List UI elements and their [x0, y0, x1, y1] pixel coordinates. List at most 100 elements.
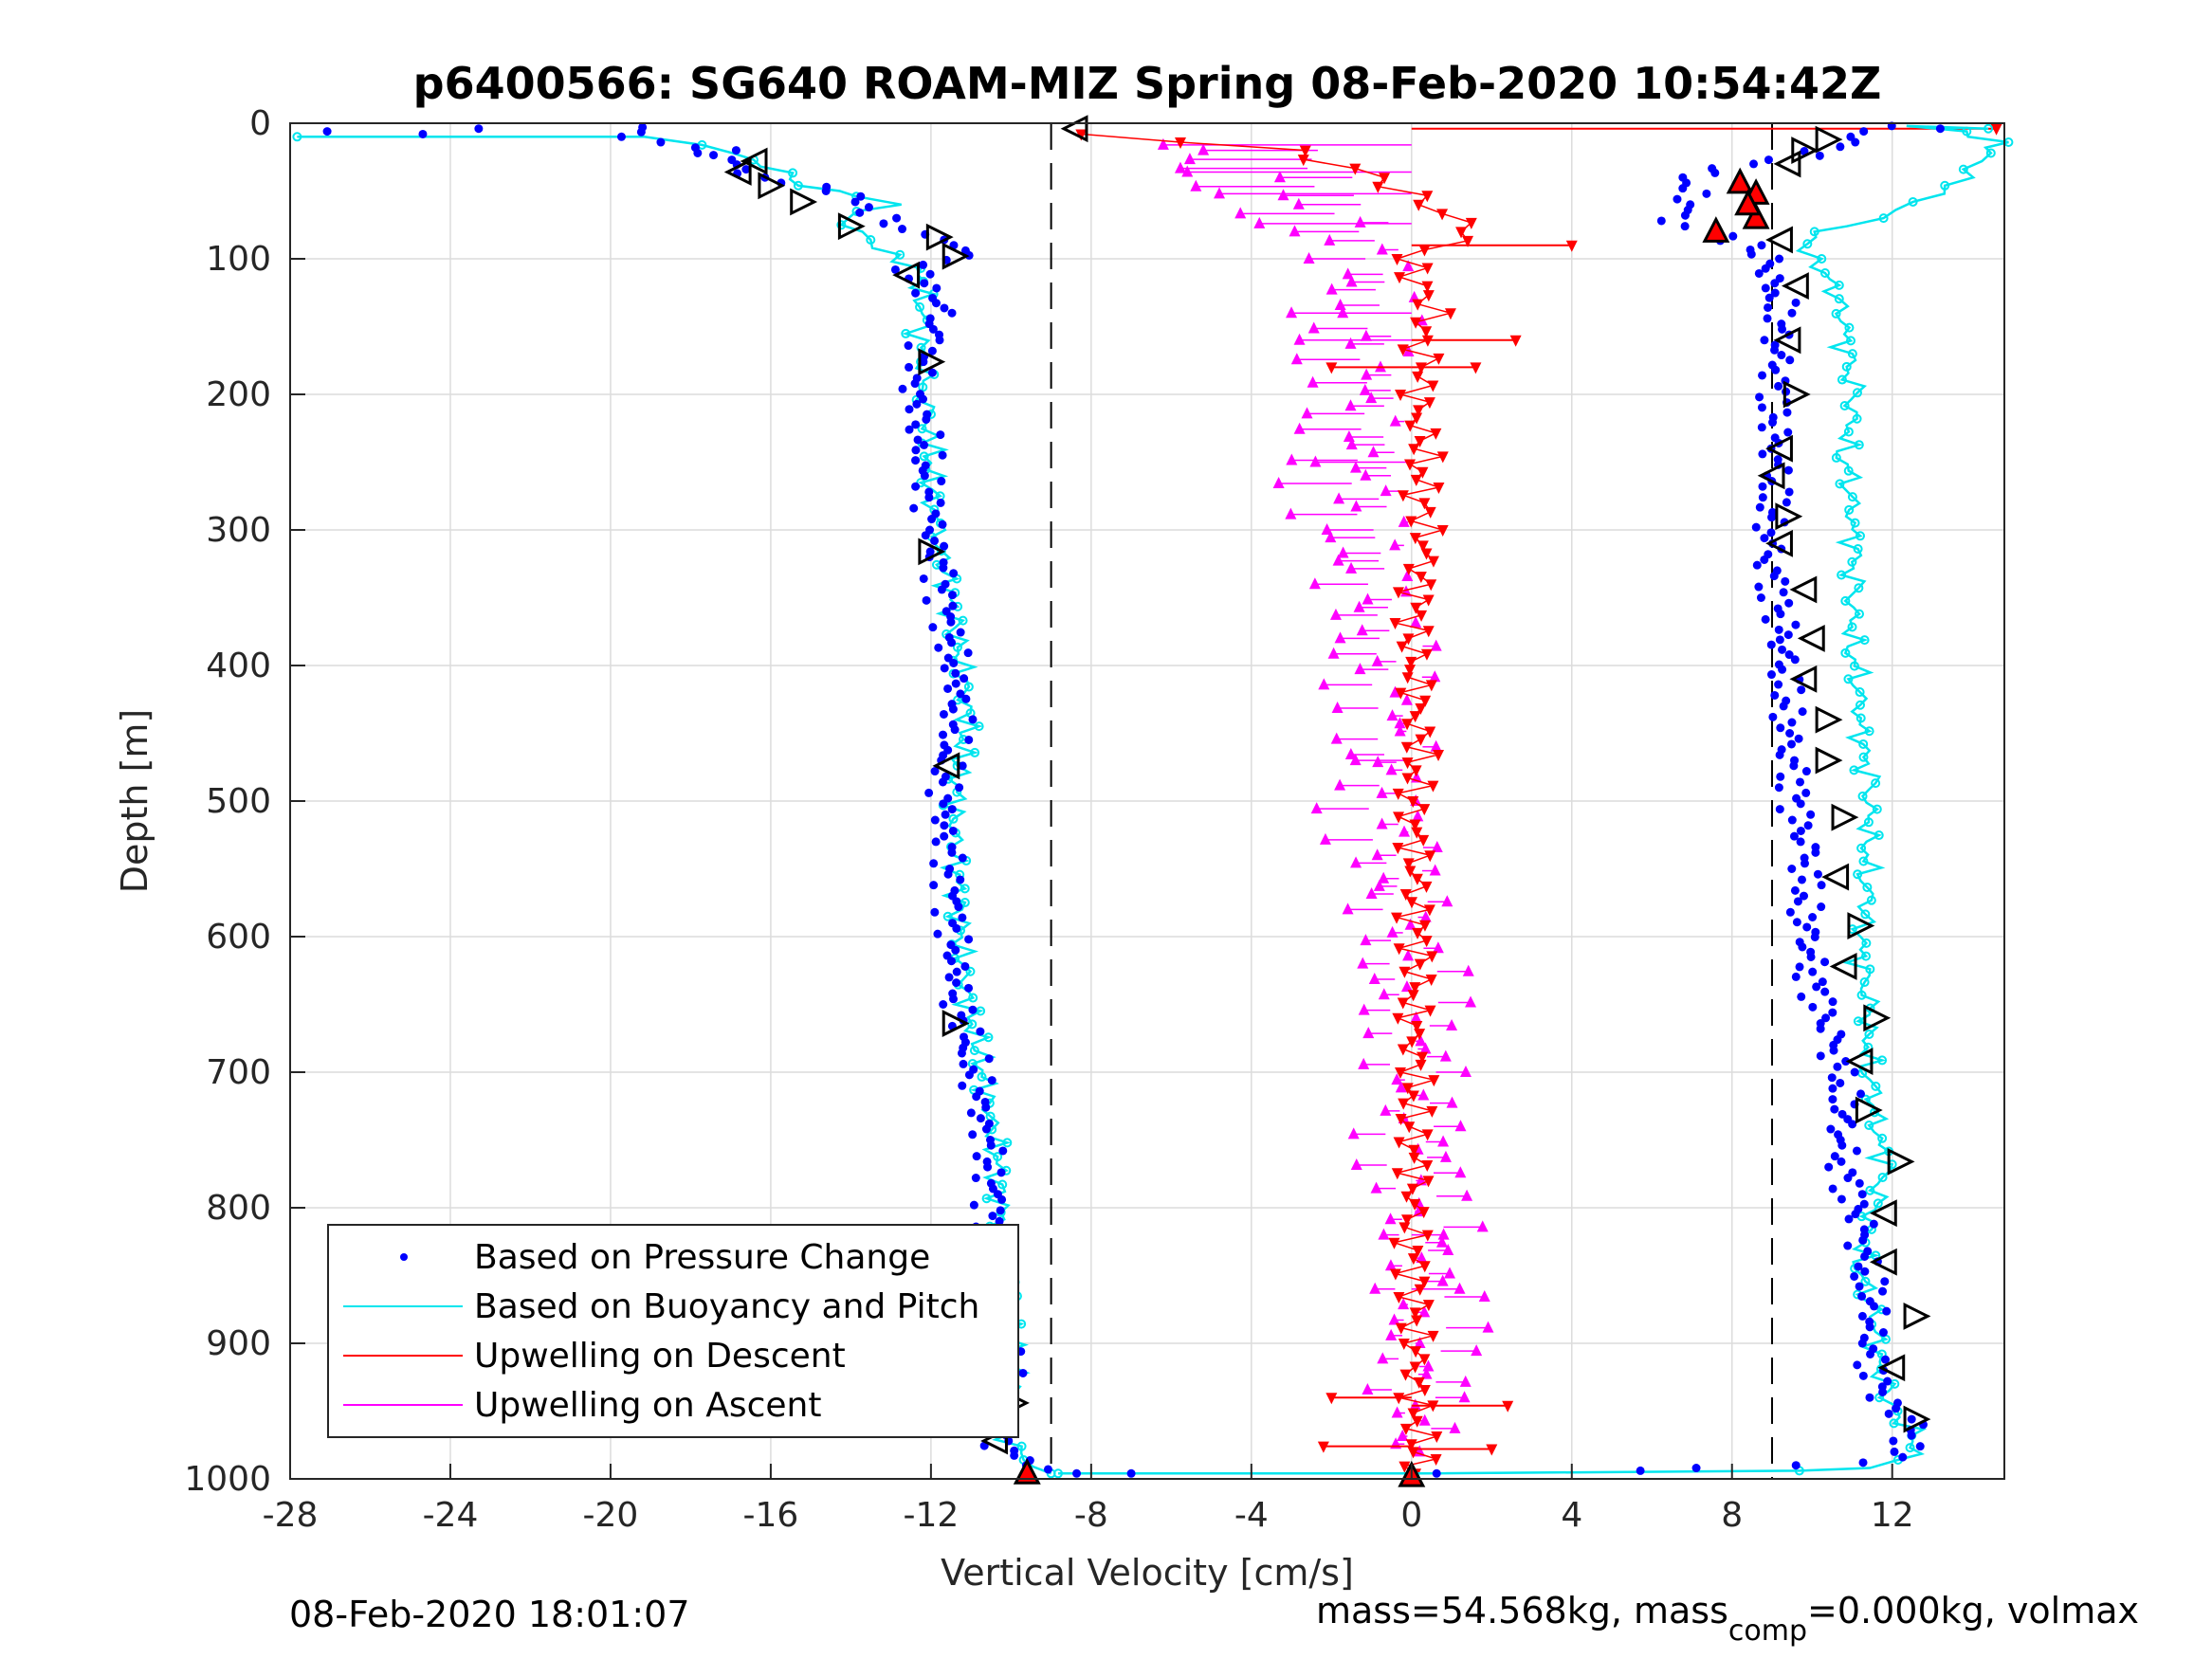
descent-upwelling-point — [1417, 466, 1429, 479]
pressure-change-point — [1691, 1464, 1701, 1473]
pressure-change-point — [952, 923, 961, 933]
descent-upwelling-point — [1427, 380, 1439, 392]
pressure-change-point — [931, 837, 941, 847]
pressure-change-point — [949, 569, 959, 578]
pressure-change-point — [957, 1048, 966, 1058]
pressure-change-point — [1774, 680, 1783, 689]
legend-label-ascent: Upwelling on Ascent — [474, 1386, 821, 1425]
ascent-upwelling-point — [1290, 353, 1303, 365]
descent-upwelling-point — [1317, 1441, 1329, 1453]
descent-upwelling-point — [1349, 163, 1362, 175]
descent-upwelling-point — [1402, 633, 1415, 646]
pressure-change-point — [1836, 142, 1845, 152]
footer-timestamp: 08-Feb-2020 18:01:07 — [289, 1594, 690, 1635]
pressure-change-point — [1811, 927, 1820, 937]
ascent-upwelling-point — [1308, 577, 1321, 590]
pressure-change-point — [1775, 274, 1784, 283]
descent-upwelling-point — [1565, 240, 1578, 252]
ascent-upwelling-point — [1342, 902, 1354, 915]
descent-upwelling-point — [1404, 420, 1417, 432]
turn-marker — [1815, 746, 1843, 775]
pressure-change-point — [930, 907, 940, 917]
pressure-change-point — [969, 1200, 978, 1210]
ascent-upwelling-point — [1362, 592, 1374, 605]
descent-upwelling-point — [1410, 602, 1422, 614]
pressure-change-point — [948, 704, 958, 714]
ascent-upwelling-point — [1384, 1259, 1397, 1271]
descent-upwelling-point — [1407, 1090, 1419, 1103]
pressure-change-point — [910, 379, 920, 389]
ascent-upwelling-point — [1377, 1352, 1389, 1364]
turn-marker — [1773, 326, 1801, 355]
pressure-change-point — [911, 446, 921, 455]
descent-upwelling-point — [1421, 1160, 1434, 1173]
pressure-change-point — [1796, 837, 1805, 847]
pressure-change-point — [1767, 507, 1777, 517]
buoyancy-pitch-point — [1847, 349, 1857, 359]
ascent-upwelling-point — [1190, 179, 1202, 191]
ascent-upwelling-point — [1365, 887, 1378, 900]
ascent-upwelling-point — [1439, 1049, 1452, 1062]
descent-upwelling-point — [1409, 711, 1421, 723]
turn-marker — [1829, 953, 1857, 980]
ascent-upwelling-point — [1444, 1267, 1456, 1279]
ascent-upwelling-point — [1354, 663, 1366, 675]
pressure-change-point — [905, 362, 914, 372]
descent-upwelling-point — [1415, 572, 1427, 584]
descent-upwelling-point — [1392, 843, 1404, 855]
descent-upwelling-point — [1396, 641, 1408, 653]
buoyancy-pitch-point — [1852, 413, 1862, 424]
descent-upwelling-point — [1393, 943, 1405, 956]
pressure-change-point — [1859, 1225, 1869, 1234]
pressure-change-point — [1761, 614, 1770, 624]
pressure-change-point — [981, 1124, 991, 1134]
buoyancy-pitch-point — [970, 747, 980, 757]
ascent-upwelling-point — [1459, 1066, 1472, 1077]
buoyancy-pitch-point — [1837, 374, 1847, 385]
ascent-upwelling-point — [1442, 1243, 1454, 1255]
footer-mass-subscript: comp — [1728, 1614, 1807, 1648]
ascent-upwelling-point — [1398, 1298, 1410, 1310]
turn-marker — [1782, 380, 1811, 409]
turn-marker — [1845, 1048, 1874, 1075]
descent-upwelling-point — [1417, 1207, 1430, 1219]
pressure-change-point — [938, 520, 947, 529]
pressure-change-point — [946, 617, 956, 627]
ascent-upwelling-point — [1325, 531, 1337, 543]
pressure-change-point — [850, 197, 860, 207]
ascent-upwelling-point — [1342, 267, 1354, 280]
pressure-change-point — [1860, 1267, 1870, 1276]
descent-upwelling-point — [1409, 1361, 1421, 1374]
pressure-change-point — [1811, 843, 1820, 852]
buoyancy-pitch-point — [1863, 817, 1874, 828]
descent-upwelling-point — [1423, 397, 1435, 410]
pressure-change-point — [1774, 625, 1783, 634]
pressure-change-point — [928, 324, 938, 334]
descent-upwelling-point — [1424, 506, 1436, 519]
descent-upwelling-point — [1990, 123, 2002, 136]
descent-upwelling-point — [1421, 1230, 1434, 1242]
pressure-change-point — [1791, 620, 1801, 629]
buoyancy-pitch-point — [1866, 895, 1876, 905]
descent-upwelling-point — [1420, 326, 1433, 338]
turn-marker — [1869, 1248, 1897, 1276]
descent-upwelling-point — [1398, 1098, 1410, 1110]
descent-upwelling-point — [1397, 490, 1409, 502]
ascent-upwelling-point — [1391, 1406, 1403, 1418]
descent-upwelling-point — [1408, 1152, 1420, 1164]
ascent-upwelling-point — [1389, 538, 1401, 551]
turn-marker — [1815, 125, 1843, 154]
pressure-change-point — [1768, 712, 1778, 721]
descent-upwelling-point — [1418, 498, 1431, 510]
pressure-change-point — [940, 831, 949, 841]
pressure-change-point — [937, 477, 946, 486]
pressure-change-point — [1678, 173, 1688, 182]
pressure-change-point — [1837, 1109, 1847, 1119]
buoyancy-pitch-point — [1859, 977, 1870, 988]
ascent-upwelling-point — [1359, 383, 1371, 395]
pressure-change-point — [996, 1206, 1005, 1215]
pressure-change-point — [1820, 987, 1830, 996]
ascent-upwelling-point — [1410, 616, 1422, 629]
ascent-upwelling-point — [1415, 1034, 1427, 1047]
pressure-change-point — [1869, 1344, 1878, 1354]
